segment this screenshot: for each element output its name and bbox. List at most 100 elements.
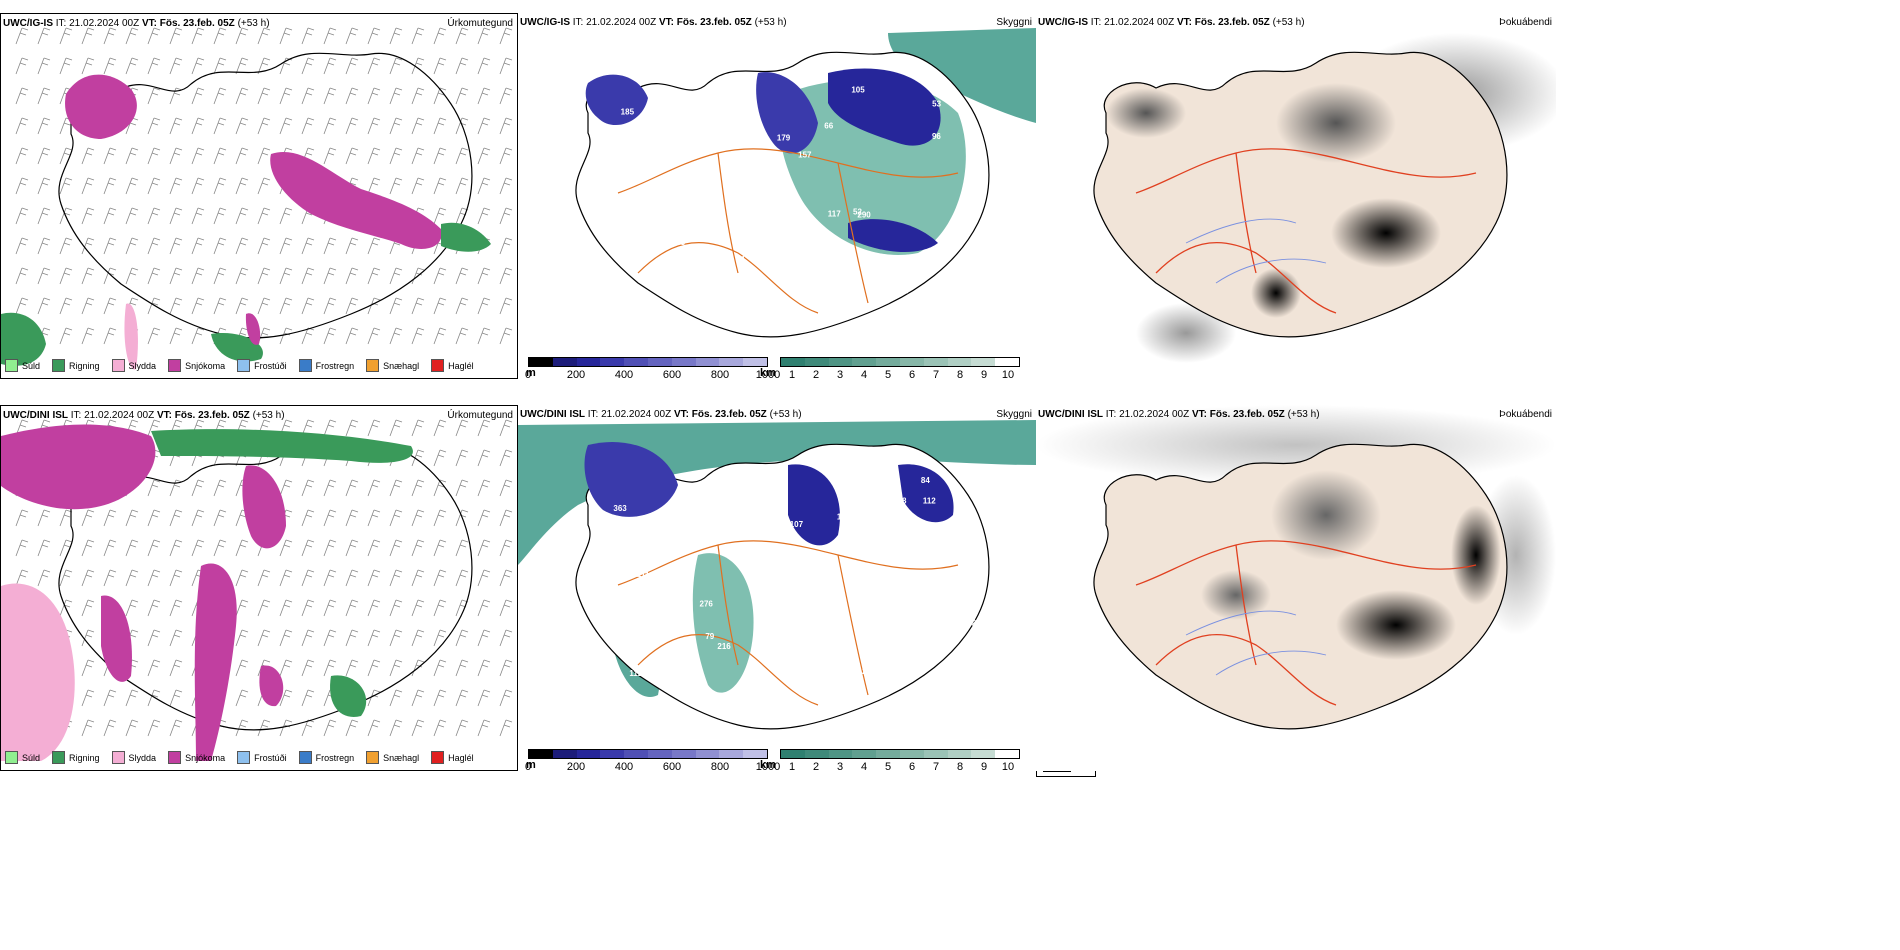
wind-barb xyxy=(455,297,469,315)
wind-barb xyxy=(15,267,29,285)
colorbar-tick: 200 xyxy=(566,369,586,379)
wind-barb xyxy=(323,539,337,557)
visibility-value-label: 112 xyxy=(629,669,642,678)
wind-barb xyxy=(257,177,271,195)
wind-barb xyxy=(345,267,359,285)
wind-barb xyxy=(367,267,381,285)
wind-barb xyxy=(411,117,425,135)
visibility-value-label: 179 xyxy=(777,133,791,142)
visibility-value-label: 149 xyxy=(738,110,752,119)
wind-barb xyxy=(455,659,469,677)
wind-barb xyxy=(499,599,513,617)
visibility-value-label: 296 xyxy=(874,595,888,604)
legend-item: Snjókoma xyxy=(168,751,225,764)
wind-barb xyxy=(169,147,183,165)
wind-barb xyxy=(125,147,139,165)
wind-barb xyxy=(59,147,73,165)
wind-barb xyxy=(81,27,95,45)
wind-barb xyxy=(15,509,29,527)
colorbar-tick: 10 xyxy=(1001,369,1015,379)
wind-barb xyxy=(367,117,381,135)
wind-barb xyxy=(257,569,271,587)
legend-item: Snæhagl xyxy=(366,751,419,764)
wind-barb xyxy=(367,479,381,497)
wind-barb xyxy=(125,569,139,587)
wind-barb xyxy=(81,207,95,225)
wind-barb xyxy=(191,147,205,165)
wind-barb xyxy=(433,689,447,707)
wind-barb xyxy=(433,327,447,345)
wind-barb xyxy=(147,479,161,497)
wind-barb xyxy=(345,147,359,165)
wind-barb xyxy=(235,27,249,45)
wind-barb xyxy=(103,27,117,45)
visibility-value-label: 203 xyxy=(862,667,876,676)
wind-barb xyxy=(213,267,227,285)
visibility-value-label: 371 xyxy=(909,694,923,703)
legend-label: Súld xyxy=(22,360,41,371)
visibility-value-label: 370 xyxy=(771,518,785,527)
wind-barb xyxy=(279,479,293,497)
wind-barb xyxy=(59,237,73,255)
wind-barb xyxy=(367,629,381,647)
wind-barb xyxy=(411,87,425,105)
visibility-value-label: 152 xyxy=(921,260,935,269)
colorbar-tick: 200 xyxy=(566,761,586,771)
legend-label: Snæhagl xyxy=(383,360,420,371)
wind-barb xyxy=(59,569,73,587)
wind-barb xyxy=(235,87,249,105)
wind-barb xyxy=(477,539,491,557)
wind-barb xyxy=(411,147,425,165)
wind-barb xyxy=(389,629,403,647)
wind-barb xyxy=(235,539,249,557)
visibility-value-label: 205 xyxy=(787,572,801,581)
wind-barb xyxy=(257,267,271,285)
panel-title: UWC/DINI ISL IT: 21.02.2024 00Z VT: Fös.… xyxy=(3,410,285,421)
wind-barb xyxy=(15,539,29,557)
visibility-value-label: 51 xyxy=(748,111,757,120)
colorbar-tick: 0 xyxy=(524,761,532,771)
fog-index-map xyxy=(1093,33,1556,363)
wind-barb xyxy=(81,327,95,345)
wind-barb xyxy=(213,177,227,195)
wind-barb xyxy=(301,237,315,255)
panel-product-label: Skyggni xyxy=(996,17,1032,28)
wind-barb xyxy=(103,237,117,255)
rain-area xyxy=(1,312,46,366)
wind-barb xyxy=(301,267,315,285)
visibility-value-label: 507 xyxy=(887,676,901,685)
wind-barb xyxy=(213,479,227,497)
legend-swatch xyxy=(52,359,66,372)
visibility-value-label: 52 xyxy=(853,208,862,217)
low-vis-ocean xyxy=(888,28,1036,123)
colorbar-tick: 7 xyxy=(932,761,940,771)
panel-title: UWC/IG-IS IT: 21.02.2024 00Z VT: Fös. 23… xyxy=(520,17,787,28)
wind-barb xyxy=(81,659,95,677)
wind-barb xyxy=(147,147,161,165)
wind-barb xyxy=(455,327,469,345)
precip-type-panel-top: UWC/IG-IS IT: 21.02.2024 00Z VT: Fös. 23… xyxy=(0,13,518,379)
wind-barb xyxy=(147,27,161,45)
fog-index-panel-bottom: UWC/DINI ISL IT: 21.02.2024 00Z VT: Fös.… xyxy=(1036,405,1556,771)
snow-area xyxy=(245,313,261,345)
wind-barb xyxy=(477,719,491,737)
wind-barb xyxy=(433,207,447,225)
wind-barb xyxy=(37,147,51,165)
wind-barb xyxy=(433,539,447,557)
wind-barb xyxy=(81,297,95,315)
wind-barb xyxy=(103,689,117,707)
wind-barb xyxy=(169,569,183,587)
legend-swatch xyxy=(237,359,251,372)
wind-barb xyxy=(499,297,513,315)
snow-area xyxy=(270,152,442,249)
legend-label: Frostúði xyxy=(254,360,287,371)
visibility-value-label: 151 xyxy=(650,591,664,600)
visibility-value-label: 112 xyxy=(923,496,936,505)
wind-barb xyxy=(15,207,29,225)
visibility-value-label: 216 xyxy=(717,642,731,651)
legend-swatch xyxy=(168,751,182,764)
visibility-value-label: 74 xyxy=(736,255,745,264)
visibility-value-label: 307 xyxy=(778,587,792,596)
wind-barb xyxy=(191,297,205,315)
wind-barb xyxy=(235,659,249,677)
